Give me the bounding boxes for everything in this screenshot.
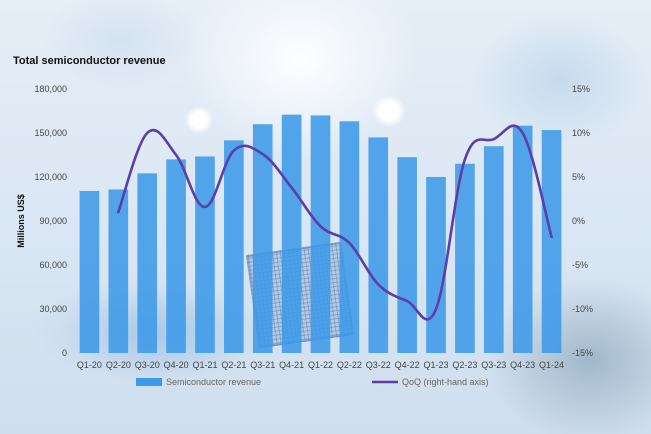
bar-Q2-22 bbox=[339, 121, 360, 354]
x-tick-label: Q1-22 bbox=[308, 360, 333, 370]
x-tick-label: Q3-22 bbox=[366, 360, 391, 370]
legend-label-revenue: Semiconductor revenue bbox=[166, 377, 261, 387]
bar-Q1-23 bbox=[426, 177, 446, 353]
bar-Q4-23 bbox=[512, 125, 533, 354]
legend: Semiconductor revenue QoQ (right-hand ax… bbox=[136, 377, 489, 387]
x-tick-label: Q2-20 bbox=[106, 360, 131, 370]
y-tick-label: 90,000 bbox=[39, 216, 67, 226]
y-tick-label: 150,000 bbox=[34, 128, 67, 138]
bar-Q3-22 bbox=[368, 137, 389, 353]
y2-tick-label: 0% bbox=[572, 216, 585, 226]
x-tick-label: Q4-21 bbox=[279, 360, 304, 370]
y-tick-label: 120,000 bbox=[34, 172, 67, 182]
y-axis-label: Millions US$ bbox=[16, 194, 26, 248]
y2-tick-label: 15% bbox=[572, 84, 590, 94]
y-axis-left: 0 30,000 60,000 90,000 120,000 150,000 180,000 bbox=[34, 84, 67, 358]
x-tick-label: Q3-20 bbox=[135, 360, 160, 370]
x-tick-label: Q4-22 bbox=[395, 360, 420, 370]
bar-Q3-20 bbox=[137, 173, 158, 353]
y-tick-label: 180,000 bbox=[34, 84, 67, 94]
bar-Q4-21 bbox=[281, 114, 302, 354]
x-tick-label: Q3-23 bbox=[481, 360, 506, 370]
chart-title: Total semiconductor revenue bbox=[13, 55, 166, 67]
bar-Q3-23 bbox=[483, 146, 504, 353]
y-tick-label: 0 bbox=[62, 348, 67, 358]
bar-Q1-20 bbox=[79, 190, 100, 353]
x-tick-label: Q2-22 bbox=[337, 360, 362, 370]
bar-Q1-21 bbox=[195, 156, 215, 353]
bar-series bbox=[79, 114, 562, 354]
x-tick-label: Q1-21 bbox=[192, 360, 217, 370]
bar-Q1-22 bbox=[310, 115, 331, 354]
x-tick-label: Q2-21 bbox=[221, 360, 246, 370]
legend-swatch-revenue bbox=[136, 378, 162, 386]
x-tick-label: Q1-24 bbox=[539, 360, 564, 370]
y-tick-label: 30,000 bbox=[39, 304, 67, 314]
x-tick-label: Q2-23 bbox=[452, 360, 477, 370]
light-reflection-right bbox=[372, 96, 406, 126]
x-axis: Q1-20 Q2-20 Q3-20 Q4-20 Q1-21 Q2-21 Q3-21 Q4-21… bbox=[77, 360, 564, 370]
x-tick-label: Q4-23 bbox=[510, 360, 535, 370]
bar-Q4-20 bbox=[166, 159, 186, 353]
x-tick-label: Q4-20 bbox=[164, 360, 189, 370]
bar-Q1-24 bbox=[541, 130, 562, 353]
y2-tick-label: -15% bbox=[572, 348, 593, 358]
y2-tick-label: -10% bbox=[572, 304, 593, 314]
line-series bbox=[117, 124, 553, 321]
x-tick-label: Q1-20 bbox=[77, 360, 102, 370]
y-tick-label: 60,000 bbox=[39, 260, 67, 270]
bar-Q2-20 bbox=[108, 189, 129, 353]
y2-tick-label: 10% bbox=[572, 128, 590, 138]
y2-tick-label: 5% bbox=[572, 172, 585, 182]
y-axis-right: -15% -10% -5% 0% 5% 10% 15% bbox=[572, 84, 593, 358]
bar-Q2-21 bbox=[224, 140, 244, 353]
bar-Q4-22 bbox=[397, 157, 417, 353]
x-tick-label: Q1-23 bbox=[424, 360, 449, 370]
x-tick-label: Q3-21 bbox=[250, 360, 275, 370]
y2-tick-label: -5% bbox=[572, 260, 588, 270]
legend-label-qoq: QoQ (right-hand axis) bbox=[402, 377, 489, 387]
bar-Q3-21 bbox=[252, 124, 273, 353]
light-reflection-left bbox=[185, 107, 213, 133]
qoq-line bbox=[117, 124, 553, 321]
bar-Q2-23 bbox=[455, 163, 475, 353]
